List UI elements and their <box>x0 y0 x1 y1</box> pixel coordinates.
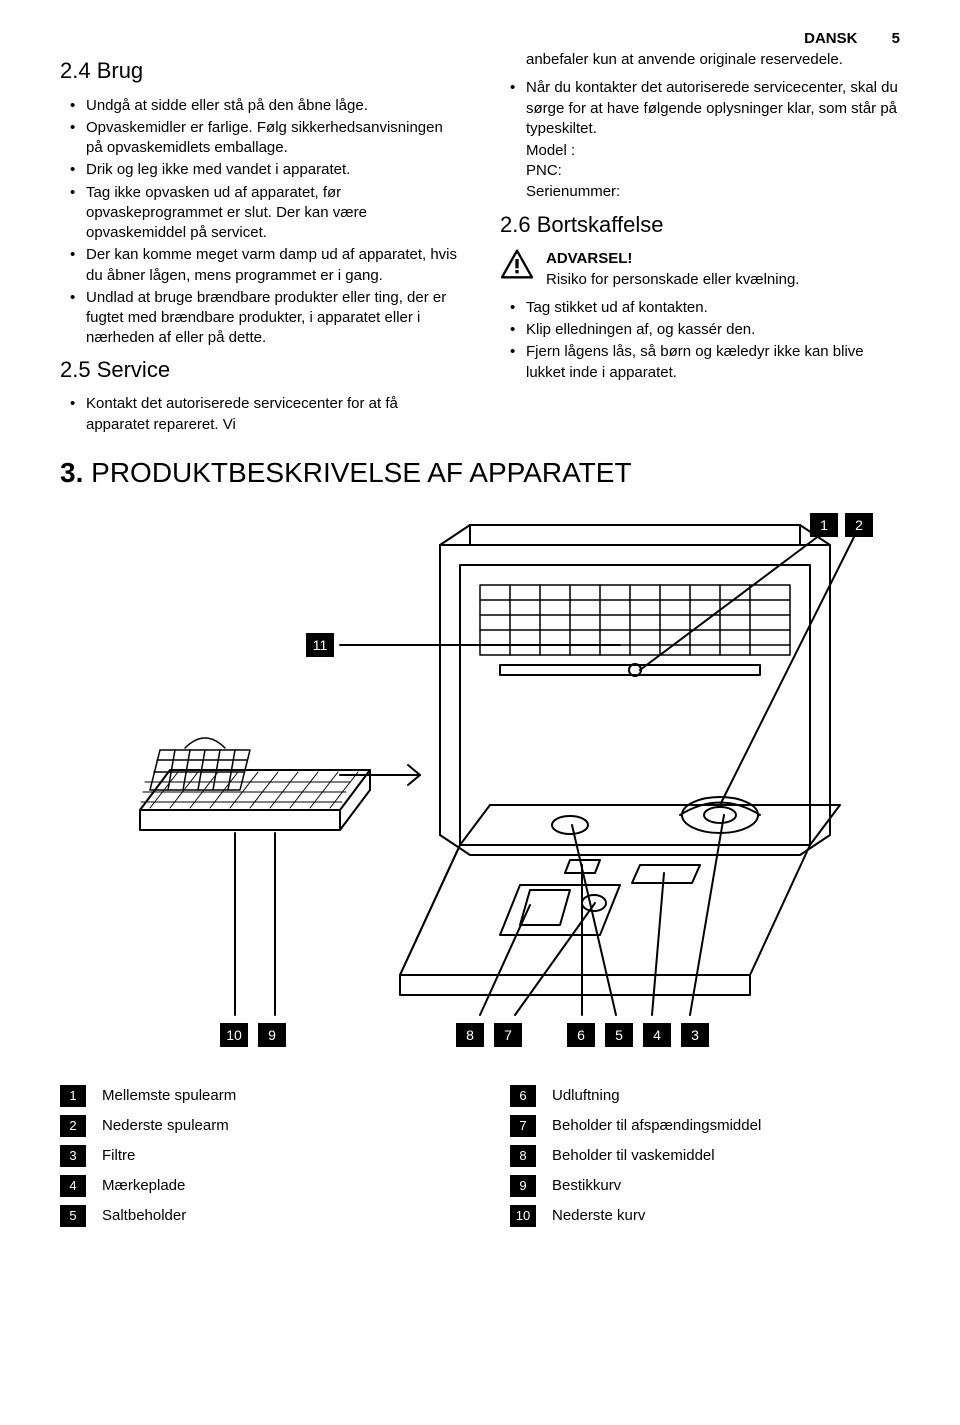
callout-2: 2 <box>845 513 873 537</box>
list-item: Drik og leg ikke med vandet i apparatet. <box>70 160 460 180</box>
legend-item: 1 Mellemste spulearm <box>60 1085 450 1107</box>
callout-7: 7 <box>494 1023 522 1047</box>
section-24-list: Undgå at sidde eller stå på den åbne låg… <box>60 96 460 349</box>
legend-item: 2 Nederste spulearm <box>60 1115 450 1137</box>
legend-item: 8 Beholder til vaskemiddel <box>510 1145 900 1167</box>
callout-6: 6 <box>567 1023 595 1047</box>
legend-label: Saltbeholder <box>102 1207 186 1224</box>
legend-label: Nederste spulearm <box>102 1117 229 1134</box>
list-item: Undgå at sidde eller stå på den åbne låg… <box>70 96 460 116</box>
list-item: Der kan komme meget varm damp ud af appa… <box>70 245 460 286</box>
warning-body: Risiko for personskade eller kvælning. <box>546 270 799 290</box>
legend-badge: 3 <box>60 1145 86 1167</box>
section-25-title: 2.5 Service <box>60 355 460 385</box>
callout-10: 10 <box>220 1023 248 1047</box>
dishwasher-illustration <box>60 505 900 1055</box>
section-3-title: PRODUKTBESKRIVELSE AF APPARATET <box>91 457 631 488</box>
callout-5: 5 <box>605 1023 633 1047</box>
lang-label: DANSK <box>804 30 857 47</box>
legend-badge: 7 <box>510 1115 536 1137</box>
legend-badge: 9 <box>510 1175 536 1197</box>
callout-8: 8 <box>456 1023 484 1047</box>
legend-badge: 4 <box>60 1175 86 1197</box>
callout-9: 9 <box>258 1023 286 1047</box>
section-26-title: 2.6 Bortskaffelse <box>500 210 900 240</box>
legend-item: 6 Udluftning <box>510 1085 900 1107</box>
legend-label: Bestikkurv <box>552 1177 621 1194</box>
legend-item: 7 Beholder til afspændingsmiddel <box>510 1115 900 1137</box>
callout-1: 1 <box>810 513 838 537</box>
right-column: anbefaler kun at anvende originale reser… <box>500 50 900 437</box>
legend-badge: 6 <box>510 1085 536 1107</box>
legend-badge: 1 <box>60 1085 86 1107</box>
legend-left: 1 Mellemste spulearm 2 Nederste spulearm 3… <box>60 1085 450 1235</box>
section-24-title: 2.4 Brug <box>60 56 460 86</box>
legend-label: Mærkeplade <box>102 1177 185 1194</box>
legend-right: 6 Udluftning 7 Beholder til afspændingsmid… <box>510 1085 900 1235</box>
info-line: Model : <box>526 141 900 161</box>
info-line: PNC: <box>526 161 900 181</box>
warning-icon <box>500 249 534 285</box>
content-two-columns: 2.4 Brug Undgå at sidde eller stå på den… <box>60 50 900 437</box>
legend-item: 10 Nederste kurv <box>510 1205 900 1227</box>
legend-badge: 10 <box>510 1205 536 1227</box>
list-item: Kontakt det autoriserede servicecenter f… <box>70 394 460 435</box>
lead-text: anbefaler kun at anvende originale reser… <box>526 50 900 70</box>
left-column: 2.4 Brug Undgå at sidde eller stå på den… <box>60 50 460 437</box>
warning-title: ADVARSEL! <box>546 249 799 269</box>
product-diagram: 1 2 11 10 9 8 7 6 5 4 3 <box>60 505 900 1055</box>
legend-label: Mellemste spulearm <box>102 1087 236 1104</box>
list-item: Tag stikket ud af kontakten. <box>510 298 900 318</box>
list-item: Opvaskemidler er farlige. Følg sikkerhed… <box>70 118 460 159</box>
legend-item: 5 Saltbeholder <box>60 1205 450 1227</box>
legend-item: 4 Mærkeplade <box>60 1175 450 1197</box>
callout-4: 4 <box>643 1023 671 1047</box>
legend-badge: 2 <box>60 1115 86 1137</box>
list-item: Tag ikke opvasken ud af apparatet, før o… <box>70 183 460 244</box>
legend: 1 Mellemste spulearm 2 Nederste spulearm 3… <box>60 1085 900 1235</box>
page-header: DANSK 5 <box>804 30 900 47</box>
section-25-list: Kontakt det autoriserede servicecenter f… <box>60 394 460 435</box>
info-line: Serienummer: <box>526 182 900 202</box>
legend-label: Beholder til vaskemiddel <box>552 1147 715 1164</box>
list-item: Når du kontakter det autoriserede servic… <box>510 78 900 202</box>
callout-3: 3 <box>681 1023 709 1047</box>
info-lines: Model : PNC: Serienummer: <box>526 141 900 202</box>
legend-badge: 5 <box>60 1205 86 1227</box>
bottom-callout-row: 10 9 8 7 6 5 4 3 <box>60 1023 900 1047</box>
page-number: 5 <box>892 30 900 47</box>
legend-item: 3 Filtre <box>60 1145 450 1167</box>
list-item: Klip elledningen af, og kassér den. <box>510 320 900 340</box>
warning-block: ADVARSEL! Risiko for personskade eller k… <box>500 249 900 290</box>
legend-label: Beholder til afspændingsmiddel <box>552 1117 761 1134</box>
section-3-heading: 3. PRODUKTBESKRIVELSE AF APPARATET <box>60 457 900 489</box>
legend-item: 9 Bestikkurv <box>510 1175 900 1197</box>
list-item: Fjern lågens lås, så børn og kæledyr ikk… <box>510 342 900 383</box>
section-3-number: 3. <box>60 457 83 488</box>
callout-11: 11 <box>306 633 334 657</box>
list-item: Undlad at bruge brændbare produkter elle… <box>70 288 460 349</box>
legend-label: Filtre <box>102 1147 135 1164</box>
legend-label: Udluftning <box>552 1087 620 1104</box>
list-item-text: Når du kontakter det autoriserede servic… <box>526 79 898 137</box>
warning-text: ADVARSEL! Risiko for personskade eller k… <box>546 249 799 290</box>
legend-label: Nederste kurv <box>552 1207 645 1224</box>
legend-badge: 8 <box>510 1145 536 1167</box>
info-list: Når du kontakter det autoriserede servic… <box>500 78 900 202</box>
section-26-list: Tag stikket ud af kontakten. Klip elledn… <box>500 298 900 383</box>
